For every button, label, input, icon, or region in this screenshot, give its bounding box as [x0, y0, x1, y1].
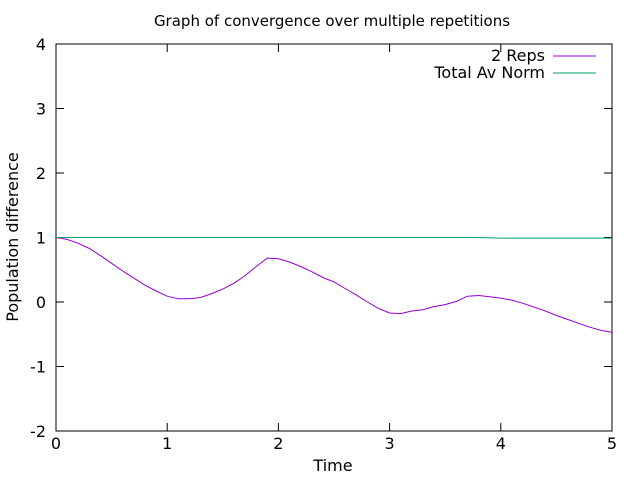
series-line-2 [56, 237, 612, 239]
y-tick-label: -2 [30, 422, 46, 441]
legend-label: 2 Reps [491, 46, 545, 65]
series-layer [55, 237, 613, 333]
y-tick-label: 1 [36, 229, 46, 248]
x-tick-label: 5 [607, 434, 617, 453]
x-tick-label: 4 [496, 434, 506, 453]
y-tick-label: 4 [36, 35, 46, 54]
y-tick-label: -1 [30, 358, 46, 377]
chart-title: Graph of convergence over multiple repet… [154, 12, 510, 30]
x-tick-label: 2 [273, 434, 283, 453]
x-axis-label: Time [312, 456, 352, 475]
y-axis: -2 -1 0 1 2 3 4 [30, 35, 612, 441]
x-tick-label: 1 [162, 434, 172, 453]
x-tick-label: 0 [51, 434, 61, 453]
x-axis: 0 1 2 3 4 5 [51, 44, 617, 453]
y-axis-label: Population difference [3, 152, 22, 321]
x-tick-label: 3 [385, 434, 395, 453]
legend-label: Total Av Norm [433, 63, 545, 82]
y-tick-label: 3 [36, 100, 46, 119]
series-line-1 [55, 237, 613, 333]
y-tick-label: 0 [36, 293, 46, 312]
y-tick-label: 2 [36, 164, 46, 183]
